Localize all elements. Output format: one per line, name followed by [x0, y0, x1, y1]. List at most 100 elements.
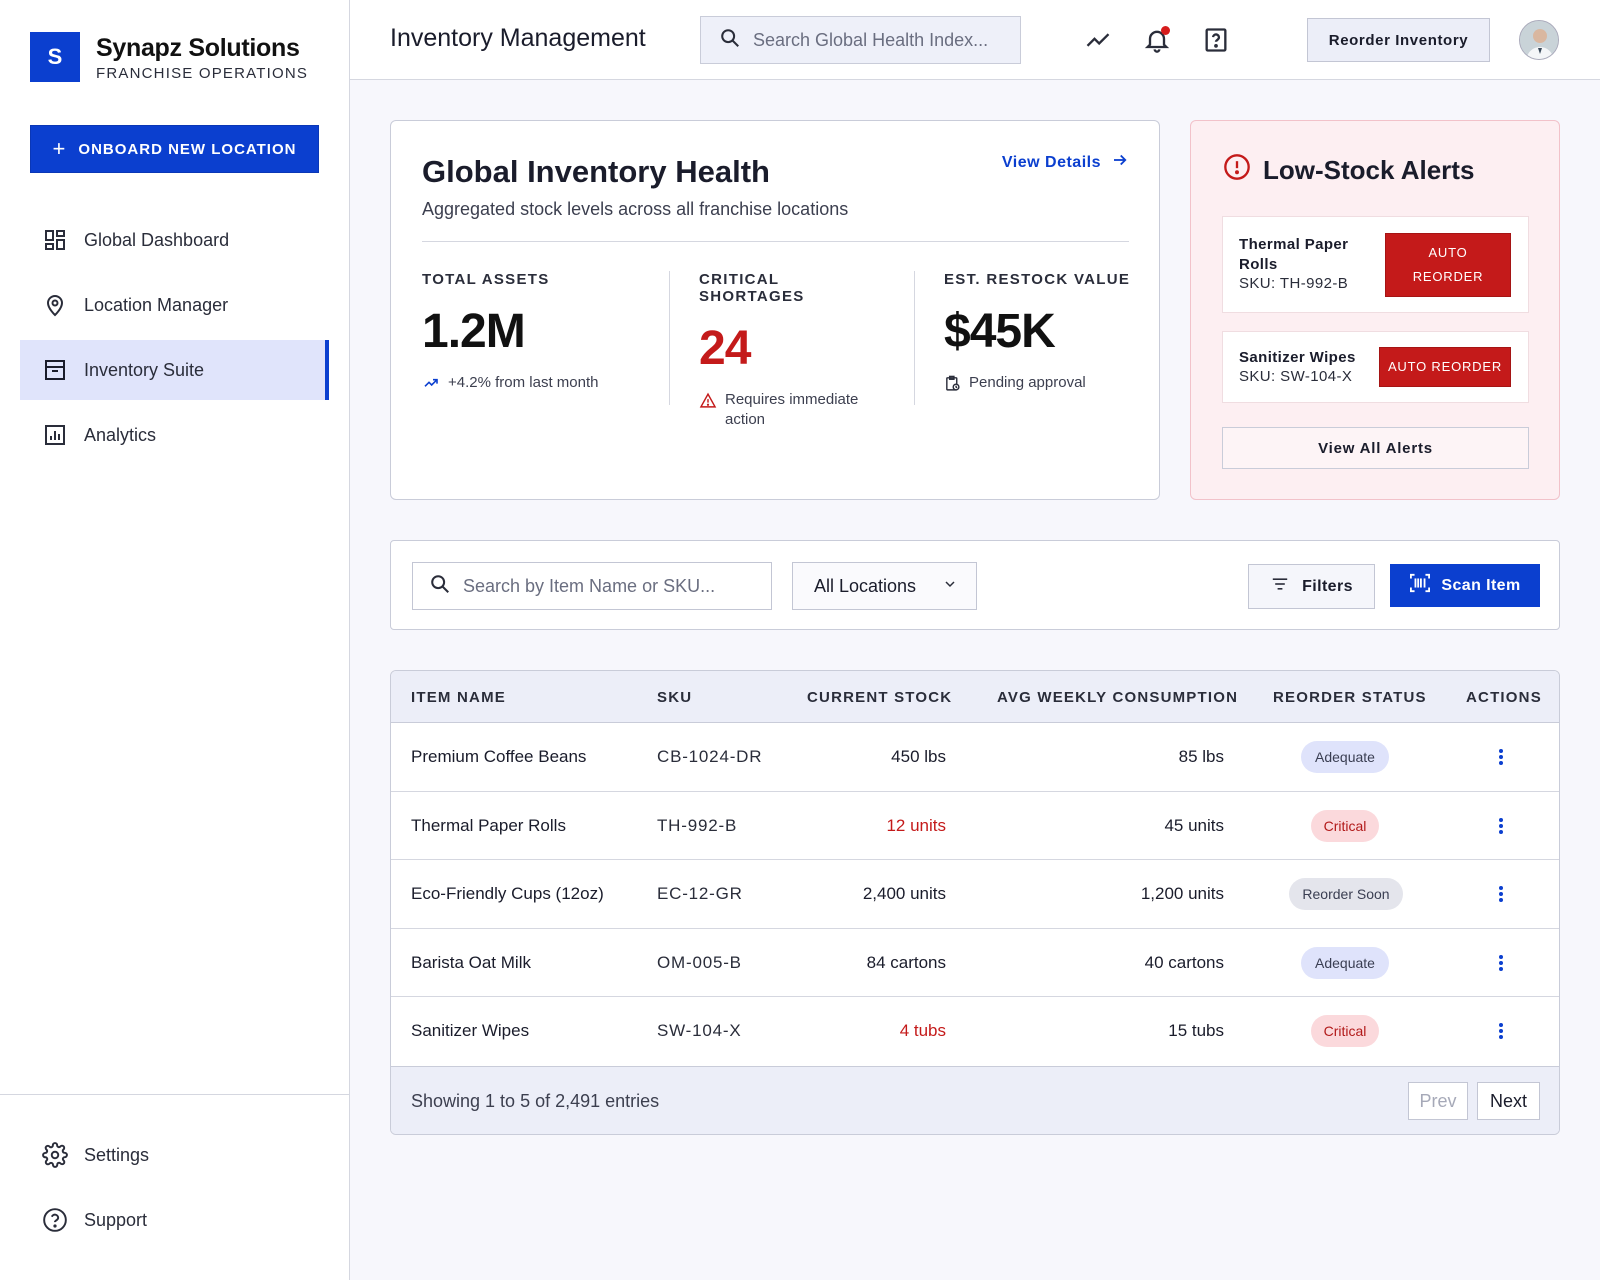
cell-current-stock: 2,400 units	[862, 884, 946, 904]
location-pin-icon	[42, 292, 68, 318]
bottom-nav: Settings Support	[20, 1125, 329, 1255]
item-search-box[interactable]	[412, 562, 772, 610]
page-title: Inventory Management	[390, 24, 646, 52]
global-search-input[interactable]	[753, 29, 1003, 51]
bell-icon[interactable]	[1141, 24, 1173, 56]
table-header: ITEM NAME SKU CURRENT STOCK AVG WEEKLY C…	[391, 671, 1559, 723]
global-inventory-health-card: Global Inventory Health Aggregated stock…	[390, 120, 1160, 500]
table-row[interactable]: Thermal Paper Rolls TH-992-B 12 units 45…	[391, 792, 1559, 861]
trending-up-icon	[422, 375, 440, 397]
more-vertical-icon[interactable]	[1489, 743, 1513, 771]
cell-item-name: Thermal Paper Rolls	[411, 815, 566, 835]
filters-button[interactable]: Filters	[1248, 564, 1375, 609]
sidebar-item-analytics[interactable]: Analytics	[20, 405, 329, 465]
alert-item-sku: SKU: SW-104-X	[1239, 368, 1353, 385]
cell-sku: CB-1024-DR	[657, 747, 763, 766]
alerts-title-text: Low-Stock Alerts	[1263, 155, 1475, 185]
sidebar-item-support[interactable]: Support	[20, 1190, 329, 1250]
cell-avg-consumption: 1,200 units	[1140, 884, 1224, 904]
help-square-icon[interactable]	[1200, 24, 1232, 56]
cell-avg-consumption: 85 lbs	[1178, 747, 1224, 766]
inventory-table: ITEM NAME SKU CURRENT STOCK AVG WEEKLY C…	[390, 670, 1560, 1135]
cell-item-name: Premium Coffee Beans	[411, 747, 587, 766]
arrow-right-icon	[1111, 151, 1129, 174]
column-header[interactable]: ITEM NAME	[411, 689, 506, 706]
metric-critical-shortages: CRITICAL SHORTAGES 24 Requires immediate…	[699, 271, 889, 430]
sidebar-item-global-dashboard[interactable]: Global Dashboard	[20, 210, 329, 270]
view-details-link[interactable]: View Details	[1002, 151, 1129, 174]
more-vertical-icon[interactable]	[1489, 880, 1513, 908]
sidebar-item-settings[interactable]: Settings	[20, 1125, 329, 1185]
table-row[interactable]: Sanitizer Wipes SW-104-X 4 tubs 15 tubs …	[391, 997, 1559, 1066]
location-select-value: All Locations	[814, 575, 917, 596]
filter-bar: All Locations Filters Scan Item	[390, 540, 1560, 630]
auto-reorder-button[interactable]: AUTO REORDER	[1379, 347, 1511, 387]
brand[interactable]: S Synapz Solutions FRANCHISE OPERATIONS	[30, 32, 308, 82]
bar-chart-icon	[42, 422, 68, 448]
sidebar-item-label: Inventory Suite	[84, 359, 205, 380]
search-icon	[429, 573, 451, 600]
divider	[422, 241, 1129, 242]
item-search-input[interactable]	[463, 575, 763, 597]
auto-reorder-button[interactable]: AUTO REORDER	[1385, 233, 1511, 297]
metric-value: $45K	[944, 305, 1056, 358]
more-vertical-icon[interactable]	[1489, 1017, 1513, 1045]
metric-label: CRITICAL SHORTAGES	[699, 271, 805, 305]
metric-note: Requires immediate action	[699, 390, 889, 430]
reorder-inventory-button[interactable]: Reorder Inventory	[1307, 18, 1490, 62]
sidebar-divider	[0, 1094, 350, 1095]
archive-box-icon	[42, 357, 68, 383]
sidebar: S Synapz Solutions FRANCHISE OPERATIONS …	[0, 0, 350, 1280]
column-header[interactable]: AVG WEEKLY CONSUMPTION	[997, 689, 1239, 706]
table-row[interactable]: Premium Coffee Beans CB-1024-DR 450 lbs …	[391, 723, 1559, 792]
sidebar-item-inventory-suite[interactable]: Inventory Suite	[20, 340, 329, 400]
filter-lines-icon	[1270, 576, 1290, 597]
metric-total-assets: TOTAL ASSETS 1.2M +4.2% from last month	[422, 271, 598, 397]
column-header[interactable]: CURRENT STOCK	[807, 689, 953, 706]
metric-note-text: +4.2% from last month	[448, 374, 599, 391]
cell-sku: OM-005-B	[657, 952, 742, 972]
user-avatar[interactable]	[1519, 20, 1559, 60]
cell-current-stock: 4 tubs	[899, 1021, 946, 1041]
alert-item: Sanitizer Wipes SKU: SW-104-X AUTO REORD…	[1222, 331, 1529, 403]
column-header[interactable]: SKU	[657, 689, 693, 706]
cell-avg-consumption: 15 tubs	[1168, 1021, 1224, 1041]
health-subtitle: Aggregated stock levels across all franc…	[422, 199, 849, 219]
more-vertical-icon[interactable]	[1489, 812, 1513, 840]
brand-name: Synapz Solutions	[96, 33, 300, 62]
table-row[interactable]: Barista Oat Milk OM-005-B 84 cartons 40 …	[391, 929, 1559, 998]
view-all-alerts-button[interactable]: View All Alerts	[1222, 427, 1529, 469]
prev-page-button[interactable]: Prev	[1408, 1082, 1468, 1120]
warning-triangle-icon	[699, 392, 717, 415]
sidebar-item-label: Analytics	[84, 424, 157, 445]
chevron-down-icon	[942, 576, 958, 597]
cell-sku: SW-104-X	[657, 1021, 742, 1041]
gear-icon	[42, 1142, 68, 1168]
status-badge: Critical	[1311, 1015, 1379, 1048]
table-row[interactable]: Eco-Friendly Cups (12oz) EC-12-GR 2,400 …	[391, 860, 1559, 929]
brand-subtitle: FRANCHISE OPERATIONS	[96, 64, 309, 82]
onboard-new-location-button[interactable]: + ONBOARD NEW LOCATION	[30, 125, 319, 173]
trending-icon[interactable]	[1082, 24, 1114, 56]
sidebar-item-label: Settings	[84, 1144, 150, 1165]
filters-label: Filters	[1302, 577, 1353, 595]
metric-note-text: Pending approval	[969, 374, 1086, 391]
table-footer: Showing 1 to 5 of 2,491 entries Prev Nex…	[391, 1066, 1559, 1134]
column-header[interactable]: REORDER STATUS	[1273, 689, 1427, 706]
view-details-label: View Details	[1001, 153, 1101, 171]
sidebar-item-label: Location Manager	[84, 294, 229, 315]
main-nav: Global Dashboard Location Manager Invent…	[20, 210, 329, 470]
cell-sku: TH-992-B	[657, 815, 738, 835]
notification-dot	[1161, 26, 1170, 35]
global-search-box[interactable]	[700, 16, 1021, 64]
sidebar-item-location-manager[interactable]: Location Manager	[20, 275, 329, 335]
metric-note-text: Requires immediate action	[725, 391, 859, 428]
metric-label: TOTAL ASSETS	[422, 271, 550, 288]
cell-current-stock: 12 units	[886, 815, 946, 835]
next-page-button[interactable]: Next	[1477, 1082, 1540, 1120]
scan-item-button[interactable]: Scan Item	[1390, 564, 1540, 607]
brand-logo: S	[30, 32, 80, 82]
location-select[interactable]: All Locations	[792, 562, 977, 610]
more-vertical-icon[interactable]	[1489, 949, 1513, 977]
metric-divider	[914, 271, 915, 405]
